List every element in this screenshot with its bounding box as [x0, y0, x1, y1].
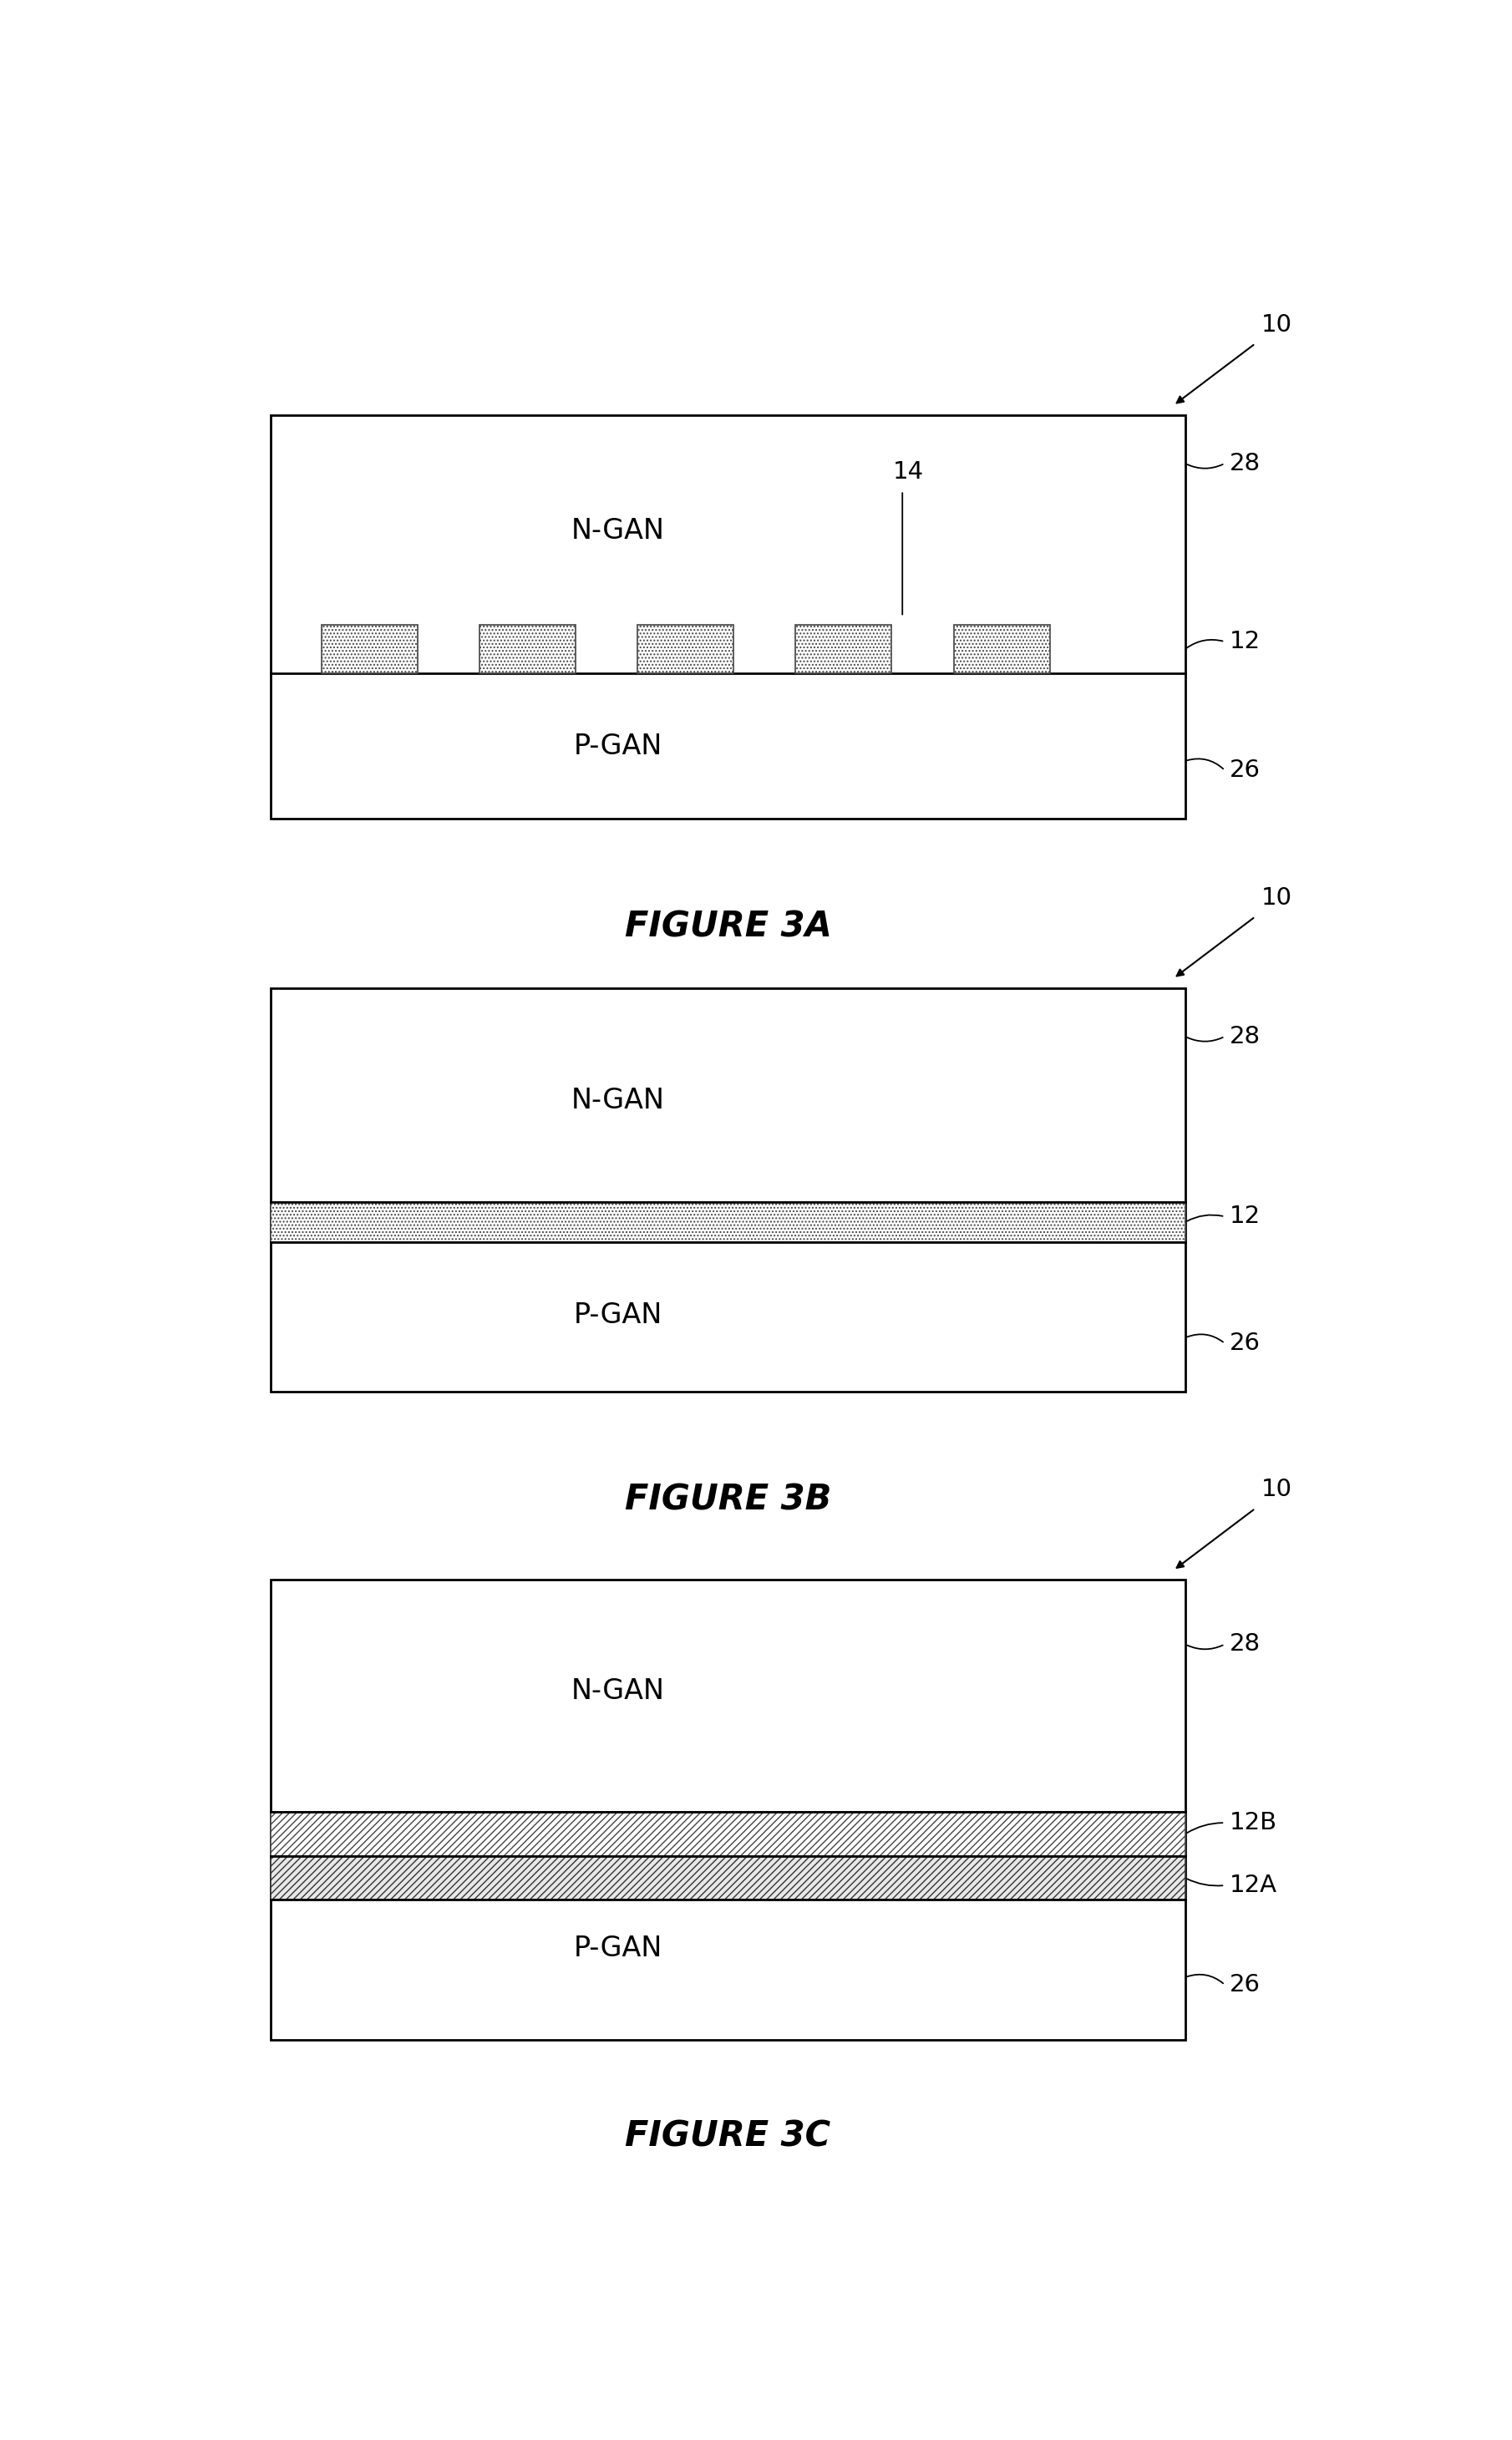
- Text: 26: 26: [1229, 1974, 1261, 1996]
- Text: 28: 28: [1229, 1025, 1261, 1049]
- Text: FIGURE 3C: FIGURE 3C: [626, 2118, 830, 2155]
- Bar: [795, 625, 892, 673]
- Text: P-GAN: P-GAN: [575, 1303, 662, 1330]
- Bar: [638, 625, 733, 673]
- Bar: [271, 1579, 1185, 2040]
- Text: N-GAN: N-GAN: [572, 1676, 665, 1706]
- Text: 28: 28: [1229, 451, 1261, 476]
- Text: 12: 12: [1229, 630, 1261, 654]
- Text: 26: 26: [1229, 1332, 1261, 1354]
- Text: 12: 12: [1229, 1205, 1261, 1227]
- Text: 10: 10: [1261, 1479, 1293, 1501]
- Bar: [271, 1813, 1185, 1857]
- Text: 26: 26: [1229, 759, 1261, 783]
- Text: FIGURE 3A: FIGURE 3A: [624, 910, 832, 944]
- Text: 10: 10: [1261, 886, 1293, 910]
- Bar: [479, 625, 576, 673]
- Bar: [321, 625, 417, 673]
- Text: P-GAN: P-GAN: [575, 1935, 662, 1962]
- Bar: [271, 1857, 1185, 1901]
- Text: 12B: 12B: [1229, 1810, 1278, 1835]
- Text: P-GAN: P-GAN: [575, 732, 662, 759]
- Bar: [271, 988, 1185, 1391]
- Bar: [954, 625, 1049, 673]
- Text: N-GAN: N-GAN: [572, 517, 665, 544]
- Text: N-GAN: N-GAN: [572, 1086, 665, 1115]
- Text: 10: 10: [1261, 312, 1293, 337]
- Text: 12A: 12A: [1229, 1874, 1278, 1896]
- Bar: [271, 1203, 1185, 1242]
- Text: 14: 14: [892, 461, 924, 483]
- Text: 28: 28: [1229, 1632, 1261, 1657]
- Text: FIGURE 3B: FIGURE 3B: [624, 1481, 832, 1518]
- Bar: [271, 415, 1185, 820]
